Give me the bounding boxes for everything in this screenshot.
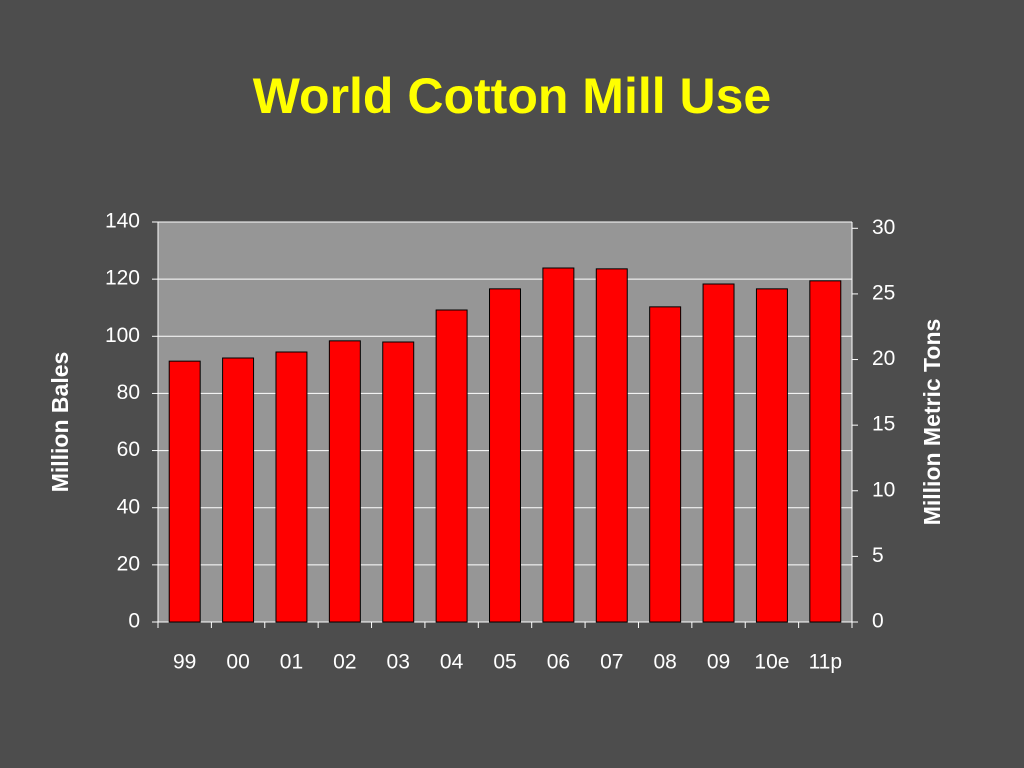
bar [328, 340, 361, 623]
bar [542, 267, 575, 623]
bar [168, 360, 201, 623]
y2-tick-label: 30 [872, 216, 895, 239]
y2-tick-label: 0 [872, 610, 884, 633]
bar [382, 341, 415, 623]
chart-title: World Cotton Mill Use [253, 68, 771, 124]
bar [755, 288, 788, 623]
x-tick-label: 04 [440, 651, 464, 674]
bar [702, 283, 735, 623]
y2-tick-label: 25 [872, 281, 895, 304]
y-axis-title: Million Bales [47, 352, 73, 493]
y2-axis-title: Million Metric Tons [919, 319, 945, 526]
y-tick-label: 60 [117, 438, 140, 461]
y2-tick-label: 20 [872, 347, 895, 370]
bar [489, 288, 521, 623]
x-tick-label: 09 [707, 651, 730, 674]
x-tick-label: 07 [600, 651, 623, 674]
y-tick-label: 140 [105, 210, 140, 233]
y2-tick-label: 15 [872, 413, 895, 436]
bar [595, 268, 628, 623]
x-tick-label: 11p [809, 651, 842, 674]
x-tick-label: 08 [653, 651, 676, 674]
bar [649, 306, 682, 623]
x-tick-label: 06 [547, 651, 570, 674]
x-tick-label: 99 [173, 651, 196, 674]
y-tick-label: 80 [117, 381, 140, 404]
x-tick-label: 00 [226, 651, 249, 674]
x-tick-label: 10e [754, 651, 789, 674]
bar [435, 309, 468, 623]
y-tick-label: 20 [117, 552, 140, 575]
bar [222, 357, 255, 623]
y-tick-label: 120 [105, 267, 140, 290]
x-tick-label: 03 [387, 651, 410, 674]
bar [809, 280, 842, 623]
y2-tick-label: 10 [872, 478, 895, 501]
y2-tick-label: 5 [872, 544, 884, 567]
x-tick-label: 01 [280, 651, 303, 674]
y-tick-label: 100 [105, 324, 140, 347]
y-tick-label: 0 [128, 610, 140, 633]
x-tick-label: 02 [333, 651, 356, 674]
x-tick-label: 05 [493, 651, 516, 674]
bar [275, 351, 308, 623]
y-tick-label: 40 [117, 495, 140, 518]
